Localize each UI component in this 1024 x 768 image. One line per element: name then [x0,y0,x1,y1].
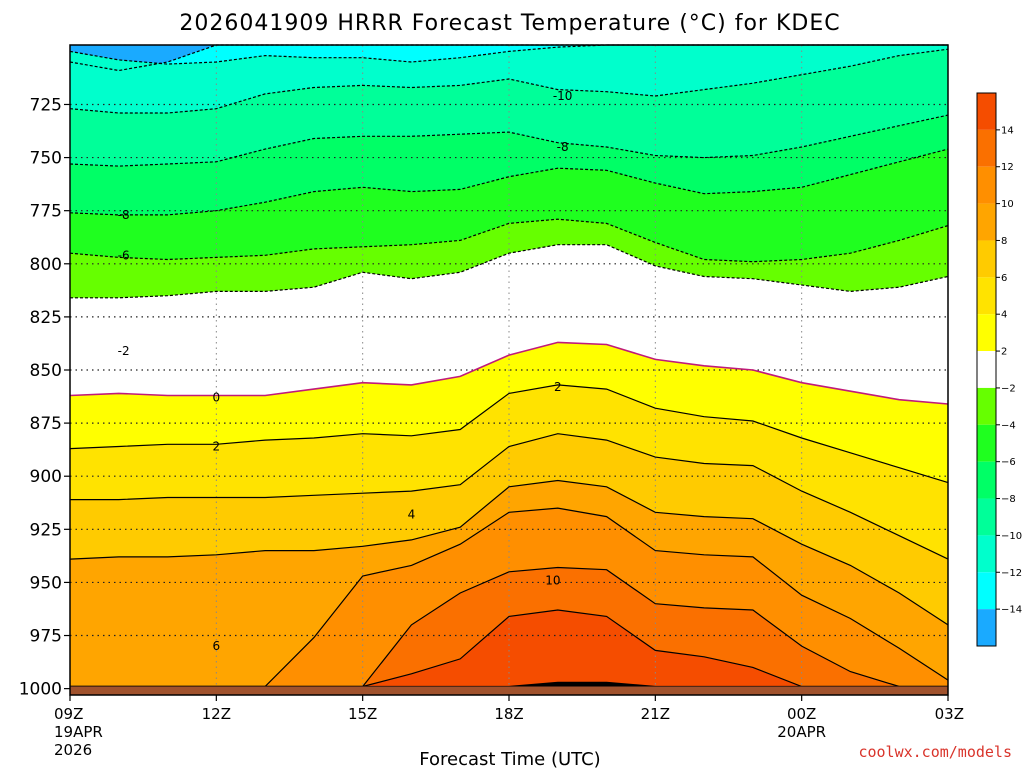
colorbar-swatch-12 [977,535,996,573]
fill-band-above-12 [70,610,948,695]
colorbar: 14 12 10 8 6 4 2 −2 −4 −6 −8 −10 −12 −14 [976,92,1022,647]
colorbar-swatch-3 [977,203,996,241]
y-tick-label-975: 975 [30,627,62,647]
x-tick-label-21Z: 21Z [641,705,670,723]
contour-label-8: 4 [408,507,416,521]
isotherm--8 [69,114,949,167]
credit-label: coolwx.com/models [858,743,1012,761]
colorbar-frame [976,92,997,647]
colorbar-swatch-2 [977,166,996,204]
colorbar-label-12: −12 [1001,568,1022,579]
colorbar-label-7: −2 [1001,383,1016,394]
contour-label-3: -6 [118,248,130,262]
colorbar-swatch-0 [977,93,996,130]
colorbar-label-1: 12 [1001,162,1014,173]
y-tick-label-725: 725 [30,95,62,115]
colorbar-swatch-14 [977,609,996,646]
x-tick-label-12Z: 12Z [202,705,231,723]
isotherm--4 [69,218,949,263]
colorbar-label-0: 14 [1001,125,1014,136]
y-tick-label-750: 750 [30,149,62,169]
colorbar-label-11: −10 [1001,531,1022,542]
colorbar-label-4: 6 [1001,273,1007,284]
y-tick-label-875: 875 [30,414,62,434]
y-tick-label-825: 825 [30,308,62,328]
ground-layer [70,686,948,695]
colorbar-swatch-10 [977,461,996,499]
temperature-fill-layer [70,45,948,696]
contour-label-7: 2 [213,439,221,453]
colorbar-label-2: 10 [1001,199,1014,210]
y-tick-label-1000: 1000 [19,680,62,700]
x-tick-label-15Z: 15Z [348,705,377,723]
colorbar-label-13: −14 [1001,605,1022,616]
x-tick-sublabel-00Z-0: 20APR [777,723,826,741]
isotherm-2 [69,384,949,484]
colorbar-label-3: 8 [1001,236,1007,247]
colorbar-swatch-11 [977,498,996,536]
contour-label-2: -8 [118,208,130,222]
contour-label-9: 10 [545,573,560,587]
y-tick-label-900: 900 [30,467,62,487]
contour-label-layer: -10 -8 -8 -6 -2 0 2 2 4 10 6 [118,89,573,653]
isotherm-14 [70,681,948,688]
colorbar-label-6: 2 [1001,347,1007,358]
colorbar-swatch-7 [977,351,996,388]
axes-layer: 725 750 775 800 825 850 875 900 925 950 975 1000 09Z… [19,95,964,759]
isotherm-6 [69,479,949,626]
contour-label-5: 0 [213,391,221,405]
isotherm--2 [70,244,949,299]
x-tick-label-00Z: 00Z [787,705,816,723]
isotherm-4 [70,433,949,560]
isotherm-0 [69,341,949,405]
y-tick-label-850: 850 [30,361,62,381]
x-tick-label-03Z: 03Z [935,705,964,723]
contour-label-4: -2 [118,344,130,358]
y-tick-label-950: 950 [30,573,62,593]
contour-label-0: -10 [553,89,573,103]
y-tick-label-925: 925 [30,520,62,540]
contour-label-1: -8 [557,140,569,154]
contour-label-10: 6 [213,639,221,653]
colorbar-swatch-9 [977,424,996,462]
colorbar-swatch-1 [977,129,996,167]
isotherm--10 [69,48,949,114]
colorbar-swatch-13 [977,572,996,610]
chart-title: 2026041909 HRRR Forecast Temperature (°C… [179,11,840,36]
colorbar-swatch-5 [977,277,996,315]
y-tick-label-800: 800 [30,255,62,275]
y-tick-label-775: 775 [30,202,62,222]
colorbar-label-5: 4 [1001,310,1007,321]
colorbar-swatch-4 [977,240,996,278]
isotherm--12 [69,44,948,65]
x-tick-label-18Z: 18Z [494,705,523,723]
x-tick-label-09Z: 09Z [54,705,83,723]
colorbar-swatch-8 [977,387,996,425]
isotherm--6 [69,148,949,216]
ground-surface [70,686,948,695]
colorbar-swatch-6 [977,314,996,352]
contour-label-6: 2 [554,380,562,394]
x-axis-title: Forecast Time (UTC) [419,749,600,768]
x-tick-sublabel-09Z-1: 2026 [54,741,92,759]
colorbar-label-8: −4 [1001,420,1016,431]
x-tick-sublabel-09Z-0: 19APR [54,723,103,741]
colorbar-label-9: −6 [1001,457,1016,468]
contour-layer [69,44,949,688]
colorbar-label-10: −8 [1001,494,1016,505]
